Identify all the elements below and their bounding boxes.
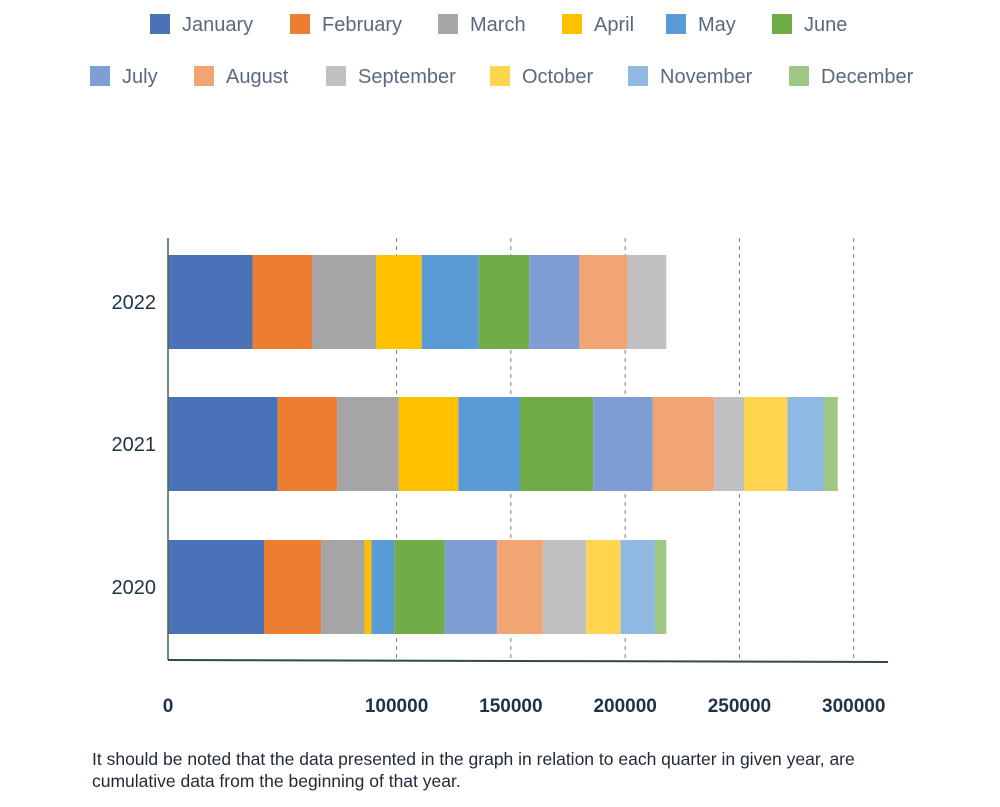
bar-2020-december xyxy=(654,540,667,634)
bar-2021-may xyxy=(458,397,520,491)
bar-2022-july xyxy=(529,255,580,349)
bar-2020-november xyxy=(620,540,655,634)
x-tick-label-250000: 250000 xyxy=(708,696,771,717)
bar-2020-april xyxy=(364,540,372,634)
bar-2021-april xyxy=(398,397,459,491)
bar-2020-october xyxy=(586,540,621,634)
bar-2022-june xyxy=(478,255,530,349)
bar-2021-august xyxy=(652,397,715,491)
legend-label-august: August xyxy=(226,66,289,88)
bar-2021-july xyxy=(593,397,653,491)
bar-2022-may xyxy=(421,255,479,349)
bar-2020-august xyxy=(497,540,543,634)
legend-swatch-february xyxy=(290,14,310,34)
legend-label-june: June xyxy=(804,14,847,36)
bar-2020-june xyxy=(394,540,445,634)
legend-item-march: March xyxy=(438,14,526,36)
bar-2020-september xyxy=(542,540,587,634)
bar-2022-september xyxy=(627,255,667,349)
legend-swatch-august xyxy=(194,66,214,86)
footnote: It should be noted that the data present… xyxy=(92,749,855,791)
bar-2020-march xyxy=(321,540,365,634)
x-tick-labels: 0 100000 150000 200000 250000 300000 xyxy=(163,696,886,717)
legend-item-april: April xyxy=(562,14,634,36)
x-tick-label-300000: 300000 xyxy=(822,696,885,717)
x-tick-label-150000: 150000 xyxy=(479,696,542,717)
legend-item-october: October xyxy=(490,66,593,88)
legend-item-february: February xyxy=(290,14,402,36)
legend-label-march: March xyxy=(470,14,526,36)
legend-swatch-march xyxy=(438,14,458,34)
bar-2020-january xyxy=(168,540,264,634)
legend-item-december: December xyxy=(789,66,914,88)
legend-item-september: September xyxy=(326,66,456,88)
legend-item-july: July xyxy=(90,66,158,88)
legend-label-november: November xyxy=(660,66,753,88)
bar-2021-march xyxy=(337,397,399,491)
legend-swatch-june xyxy=(772,14,792,34)
bar-2021-october xyxy=(744,397,788,491)
x-tick-label-200000: 200000 xyxy=(593,696,656,717)
legend-swatch-november xyxy=(628,66,648,86)
legend-swatch-september xyxy=(326,66,346,86)
legend-item-may: May xyxy=(666,14,736,36)
bar-2021-december xyxy=(824,397,838,491)
axes xyxy=(167,238,889,663)
bar-2022-march xyxy=(312,255,376,349)
legend-label-december: December xyxy=(821,66,914,88)
category-labels: 2022 2021 2020 xyxy=(112,292,157,599)
bar-2022-april xyxy=(376,255,422,349)
x-tick-label-100000: 100000 xyxy=(365,696,428,717)
legend-swatch-january xyxy=(150,14,170,34)
legend-item-june: June xyxy=(772,14,847,36)
legend-swatch-may xyxy=(666,14,686,34)
bar-2021-november xyxy=(787,397,824,491)
legend-swatch-october xyxy=(490,66,510,86)
x-axis-line xyxy=(167,659,889,663)
bar-2022-august xyxy=(579,255,628,349)
legend-item-august: August xyxy=(194,66,289,88)
category-label-2020: 2020 xyxy=(112,577,157,599)
legend-label-may: May xyxy=(698,14,736,36)
stacked-bar-chart: January February March April May June July Augu… xyxy=(90,14,914,717)
bar-2022-january xyxy=(168,255,253,349)
legend: January February March April May June July Augu… xyxy=(90,14,914,88)
legend-label-february: February xyxy=(322,14,402,36)
bars xyxy=(168,255,838,634)
legend-label-april: April xyxy=(594,14,634,36)
legend-swatch-july xyxy=(90,66,110,86)
bar-2022-february xyxy=(252,255,312,349)
legend-label-january: January xyxy=(182,14,253,36)
category-label-2022: 2022 xyxy=(112,292,157,314)
legend-item-november: November xyxy=(628,66,753,88)
bar-2021-january xyxy=(168,397,278,491)
bar-2021-september xyxy=(714,397,744,491)
legend-swatch-december xyxy=(789,66,809,86)
legend-label-october: October xyxy=(522,66,593,88)
legend-label-september: September xyxy=(358,66,456,88)
legend-swatch-april xyxy=(562,14,582,34)
bar-2020-july xyxy=(444,540,498,634)
bar-2021-june xyxy=(520,397,594,491)
legend-label-july: July xyxy=(122,66,158,88)
bar-2021-february xyxy=(277,397,338,491)
bar-2020-february xyxy=(264,540,322,634)
category-label-2021: 2021 xyxy=(112,434,157,456)
legend-item-january: January xyxy=(150,14,253,36)
bar-2020-may xyxy=(371,540,395,634)
x-tick-label-0: 0 xyxy=(163,696,174,717)
